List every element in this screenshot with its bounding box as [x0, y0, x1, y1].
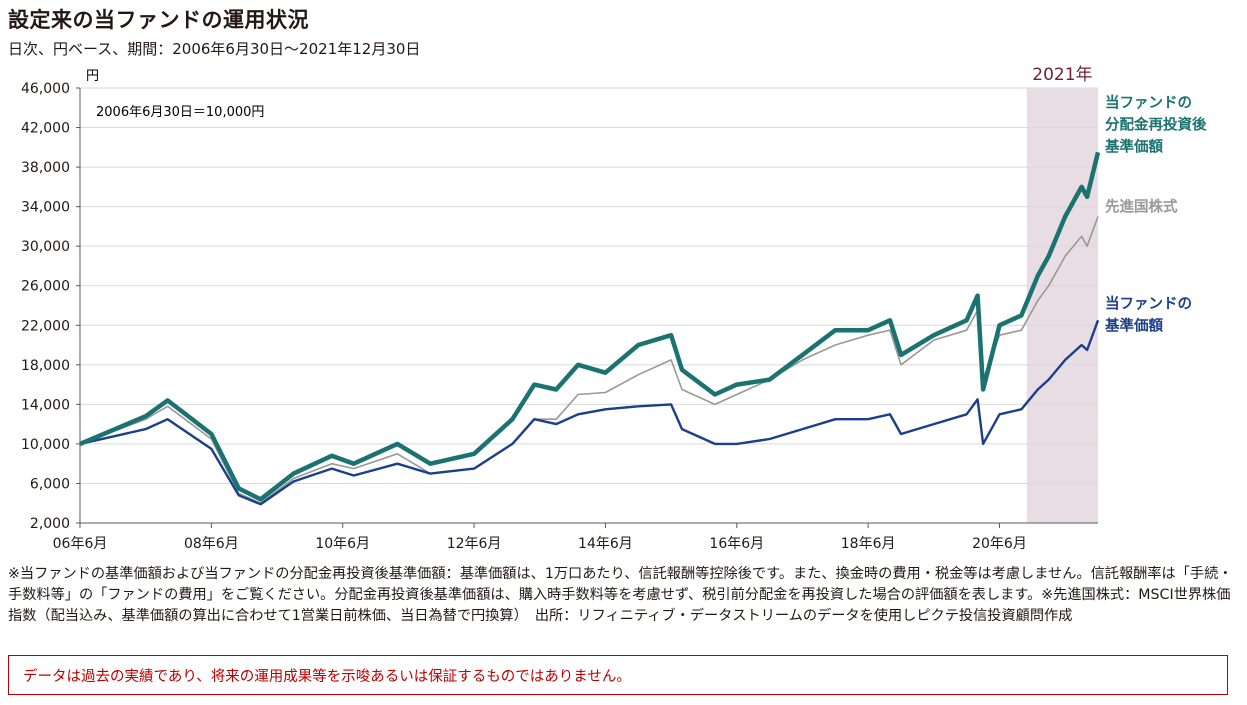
chart-title: 設定来の当ファンドの運用状況 [8, 8, 309, 32]
x-tick-label: 16年6月 [709, 536, 764, 552]
gridlines [80, 87, 1098, 524]
y-tick-label: 30,000 [21, 239, 70, 255]
highlight-label: 2021年 [1032, 65, 1092, 85]
series-line-nav [79, 319, 1100, 506]
x-axis: 06年6月 08年6月 10年6月 12年6月 14年6月 16年6月 18年6月 20年6月 [53, 522, 1098, 552]
series-label-line: 分配金再投資後 [1105, 115, 1207, 133]
x-tick-label: 06年6月 [53, 536, 108, 552]
y-unit-label: 円 [86, 69, 99, 84]
footnotes: ※当ファンドの基準価額および当ファンドの分配金再投資後基準価額：基準価額は、1万… [8, 566, 1233, 624]
y-axis: 2,000 6,000 10,000 14,000 18,000 22,000 26,000… [21, 81, 81, 532]
disclaimer-box: データは過去の実績であり、将来の運用成果等を示唆あるいは保証するものではありませ… [8, 655, 1228, 695]
series-line-global-equity [79, 216, 1099, 505]
series-lines [79, 151, 1101, 506]
y-tick-label: 42,000 [21, 121, 70, 137]
y-tick-label: 10,000 [21, 437, 70, 453]
y-tick-label: 22,000 [21, 318, 70, 334]
series-line-reinvested [79, 151, 1101, 502]
y-tick-label: 6,000 [30, 476, 70, 492]
y-tick-label: 26,000 [21, 279, 70, 295]
y-tick-label: 14,000 [21, 397, 70, 413]
series-label-line: 先進国株式 [1105, 198, 1178, 216]
series-label-line: 基準価額 [1104, 137, 1163, 155]
x-tick-label: 08年6月 [184, 536, 239, 552]
x-tick-label: 10年6月 [315, 536, 370, 552]
x-tick-label: 18年6月 [841, 536, 896, 552]
base-annotation: 2006年6月30日＝10,000円 [96, 105, 264, 120]
series-label-line: 当ファンドの [1105, 294, 1192, 312]
y-tick-label: 2,000 [30, 516, 70, 532]
x-tick-label: 14年6月 [578, 536, 633, 552]
line-chart: 2021年 2,000 6,000 10,000 14,000 18,000 22,000… [21, 65, 1207, 552]
y-tick-label: 38,000 [21, 160, 70, 176]
series-label-line: 当ファンドの [1105, 93, 1192, 111]
y-tick-label: 34,000 [21, 200, 70, 216]
series-label-line: 基準価額 [1104, 316, 1163, 334]
x-tick-label: 20年6月 [972, 536, 1027, 552]
y-tick-label: 18,000 [21, 358, 70, 374]
chart-subtitle: 日次、円ベース、期間：2006年6月30日～2021年12月30日 [8, 40, 421, 58]
x-tick-label: 12年6月 [447, 536, 502, 552]
y-tick-label: 46,000 [21, 81, 70, 97]
highlight-band [1026, 88, 1098, 523]
